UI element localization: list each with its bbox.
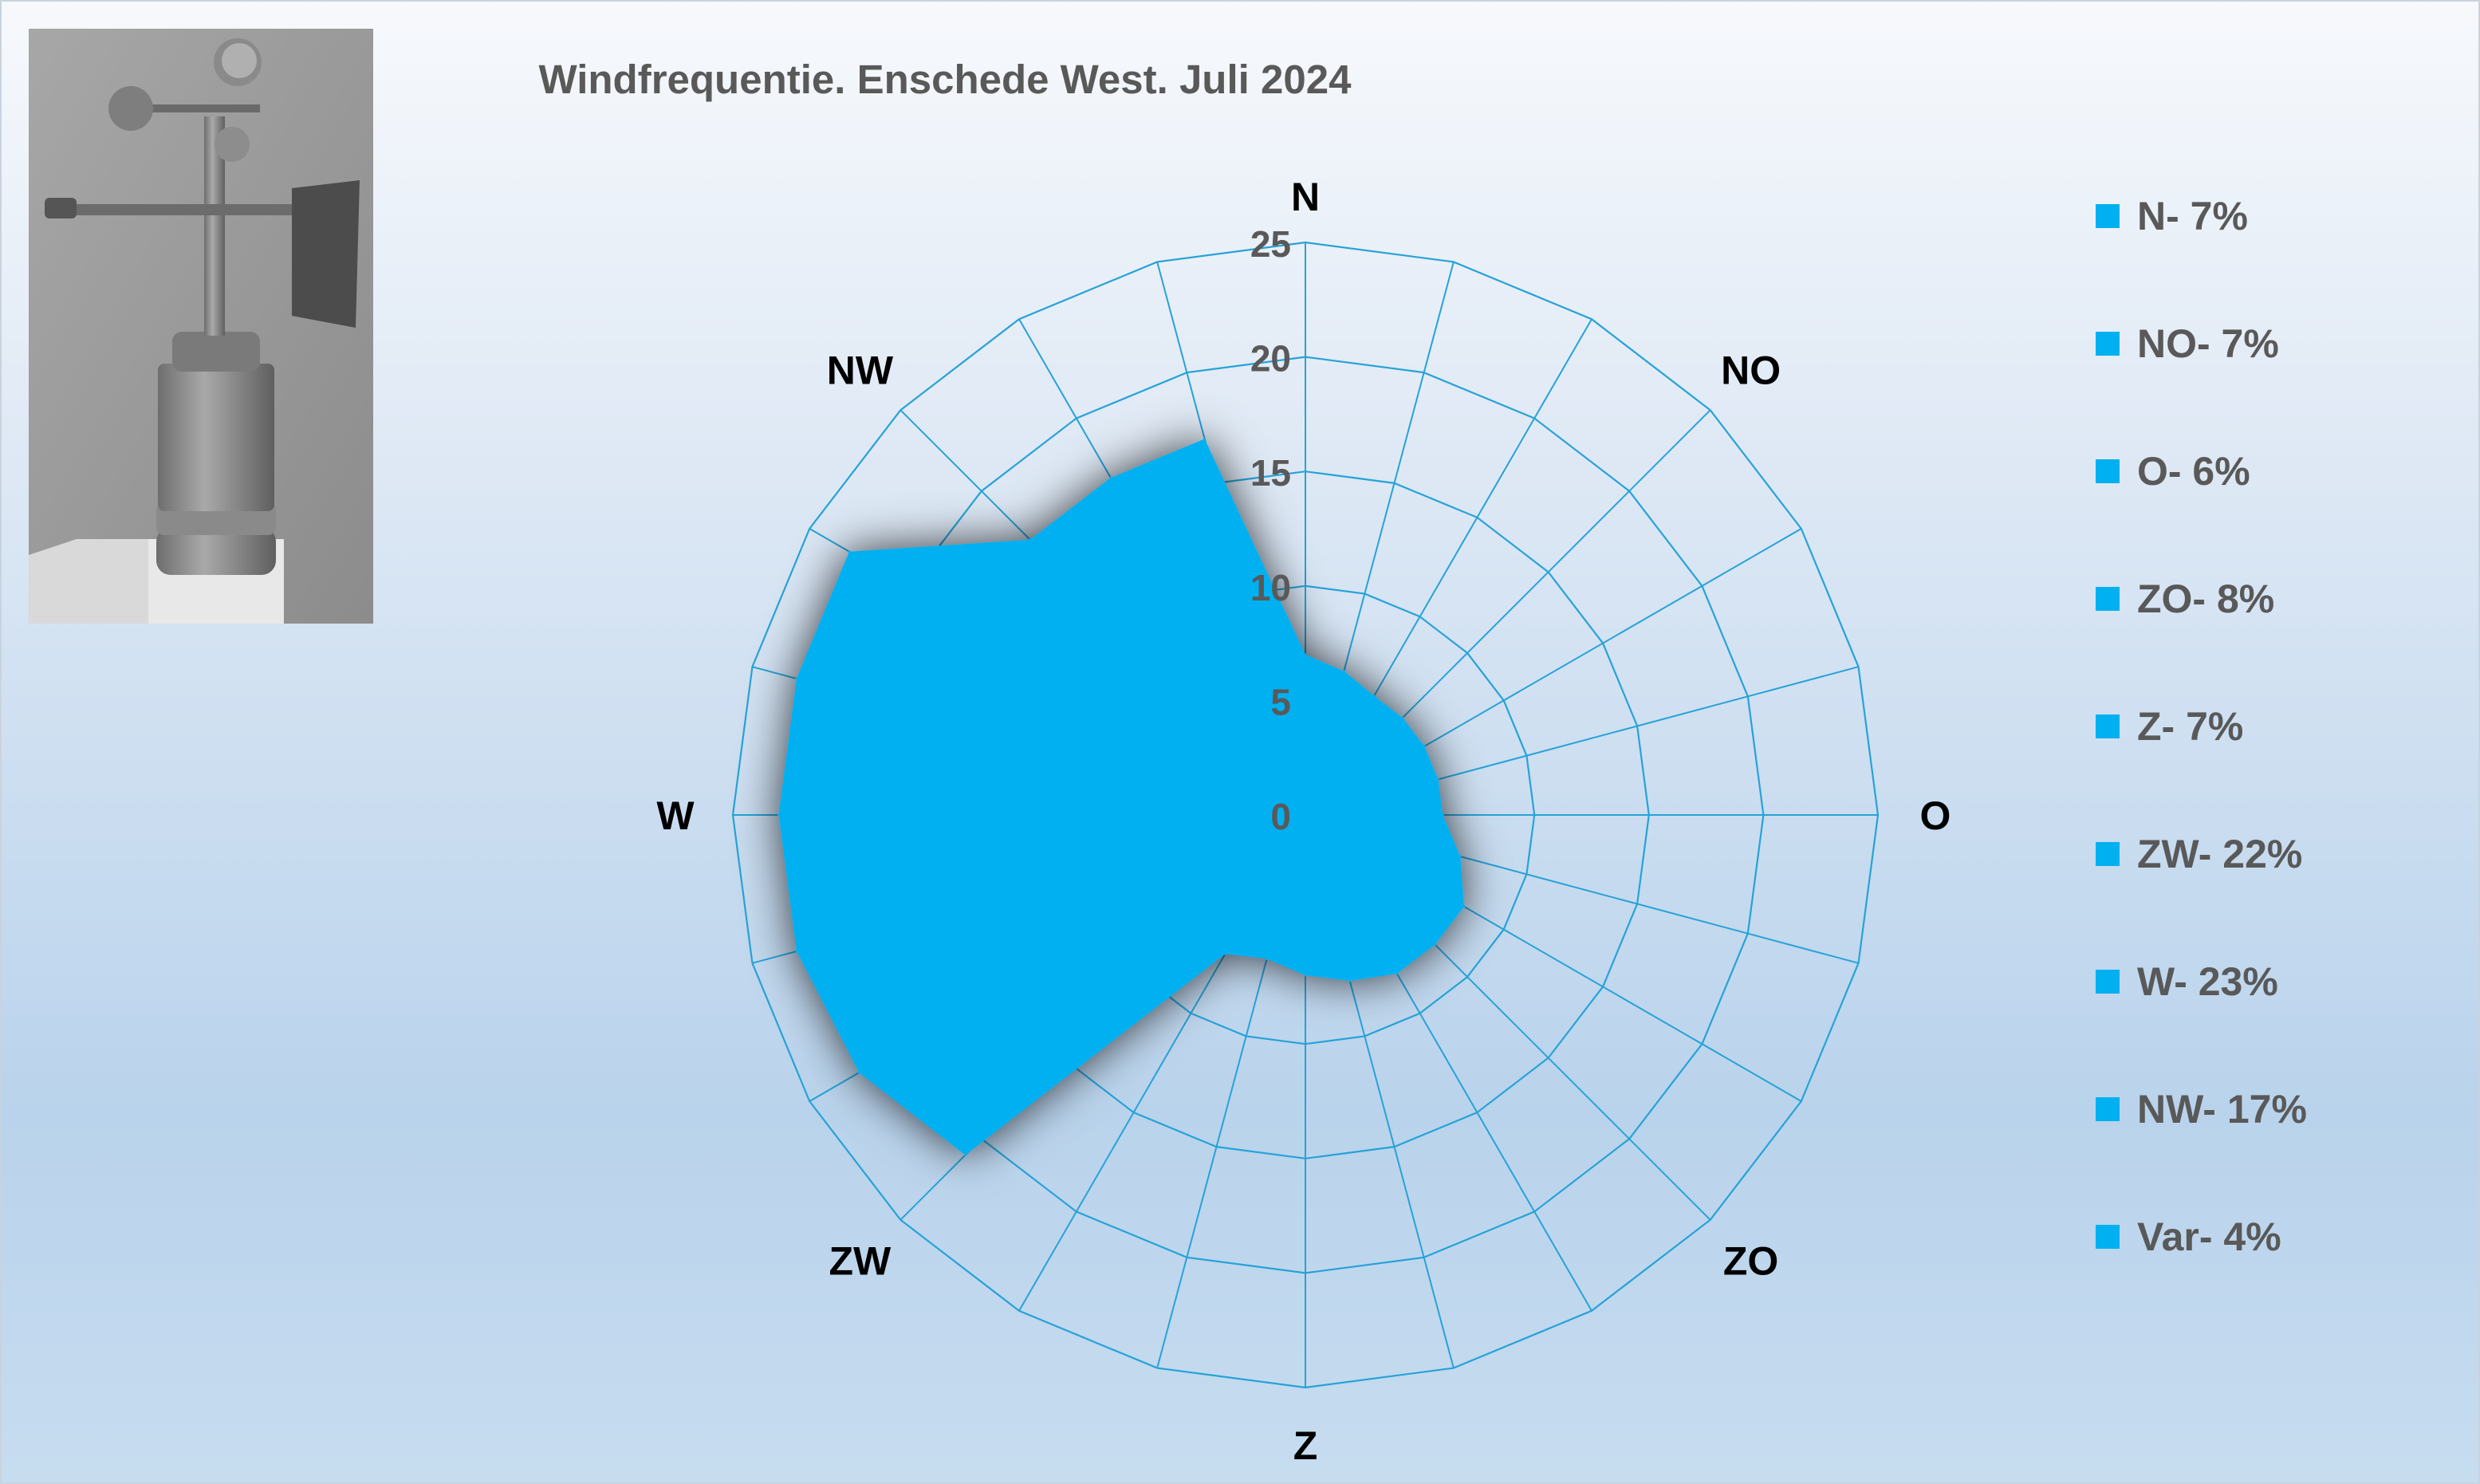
- legend-item: N- 7%: [2096, 190, 2462, 317]
- legend-swatch: [2096, 587, 2120, 611]
- legend-label: W- 23%: [2137, 959, 2278, 1004]
- r-tick-label: 15: [1250, 452, 1291, 494]
- series-point: [1462, 905, 1466, 908]
- direction-labels: N NO O ZO Z ZW W NW: [656, 175, 1951, 1468]
- legend-item: Z- 7%: [2096, 700, 2462, 828]
- radar-tick-labels: 0 5 10 15 20 25: [1250, 223, 1291, 837]
- series-point: [777, 813, 780, 817]
- legend-label: ZO- 8%: [2137, 577, 2275, 621]
- r-tick-label: 10: [1250, 567, 1291, 608]
- series-point: [1433, 943, 1436, 946]
- series-point: [848, 550, 851, 553]
- legend-label: NO- 7%: [2137, 321, 2279, 366]
- legend-item: NW- 17%: [2096, 1083, 2462, 1210]
- series-point: [1423, 745, 1426, 748]
- legend-item: O- 6%: [2096, 445, 2462, 573]
- chart-legend: N- 7% NO- 7% O- 6% ZO- 8% Z- 7% ZW- 22% W- 23%…: [2096, 190, 2462, 1338]
- direction-label: N: [1291, 175, 1320, 219]
- direction-label: ZO: [1723, 1239, 1778, 1284]
- series-point: [1029, 538, 1032, 541]
- series-point: [1342, 670, 1345, 673]
- series-point: [1223, 952, 1226, 955]
- r-tick-label: 25: [1250, 223, 1291, 265]
- legend-label: ZW- 22%: [2137, 832, 2303, 876]
- series-point: [1304, 653, 1307, 656]
- series-point: [1372, 695, 1376, 698]
- r-tick-label: 20: [1250, 338, 1291, 380]
- direction-label: ZW: [829, 1239, 892, 1284]
- r-tick-label: 5: [1270, 681, 1291, 722]
- legend-swatch: [2096, 332, 2120, 356]
- legend-label: N- 7%: [2137, 194, 2248, 238]
- chart-title: Windfrequentie. Enschede West. Juli 2024: [538, 57, 1352, 102]
- series-point: [1304, 974, 1307, 977]
- series-point: [1441, 813, 1444, 817]
- series-point: [857, 1071, 860, 1074]
- series-point: [1348, 979, 1352, 982]
- radar-series: [777, 437, 1466, 1156]
- series-point: [1203, 437, 1207, 440]
- legend-label: Var- 4%: [2137, 1214, 2281, 1259]
- legend-item: Var- 4%: [2096, 1210, 2462, 1338]
- legend-swatch: [2096, 970, 2120, 994]
- series-point: [1401, 716, 1404, 719]
- anemometer-photo: [29, 29, 373, 624]
- series-point: [795, 950, 798, 953]
- legend-swatch: [2096, 1225, 2120, 1249]
- legend-item: NO- 7%: [2096, 317, 2462, 445]
- series-point: [1458, 855, 1462, 858]
- direction-label: Z: [1293, 1423, 1318, 1468]
- series-point: [795, 677, 798, 680]
- direction-label: O: [1920, 793, 1951, 838]
- legend-item: ZO- 8%: [2096, 573, 2462, 700]
- legend-swatch: [2096, 459, 2120, 483]
- r-tick-label: 0: [1270, 796, 1291, 837]
- series-point: [1436, 777, 1439, 781]
- legend-label: NW- 17%: [2137, 1087, 2307, 1132]
- series-point: [1109, 476, 1112, 479]
- series-point: [1395, 972, 1399, 975]
- legend-swatch: [2096, 204, 2120, 228]
- legend-item: ZW- 22%: [2096, 828, 2462, 955]
- anemometer-illustration: [29, 29, 373, 624]
- legend-item: W- 23%: [2096, 955, 2462, 1083]
- series-area: [778, 439, 1464, 1155]
- direction-label: NW: [827, 348, 894, 392]
- legend-swatch: [2096, 714, 2120, 738]
- series-point: [1266, 957, 1269, 960]
- legend-label: Z- 7%: [2137, 704, 2244, 749]
- direction-label: NO: [1721, 348, 1781, 392]
- legend-label: O- 6%: [2137, 449, 2250, 494]
- direction-label: W: [656, 793, 695, 838]
- legend-swatch: [2096, 842, 2120, 866]
- series-point: [964, 1153, 967, 1156]
- legend-swatch: [2096, 1097, 2120, 1121]
